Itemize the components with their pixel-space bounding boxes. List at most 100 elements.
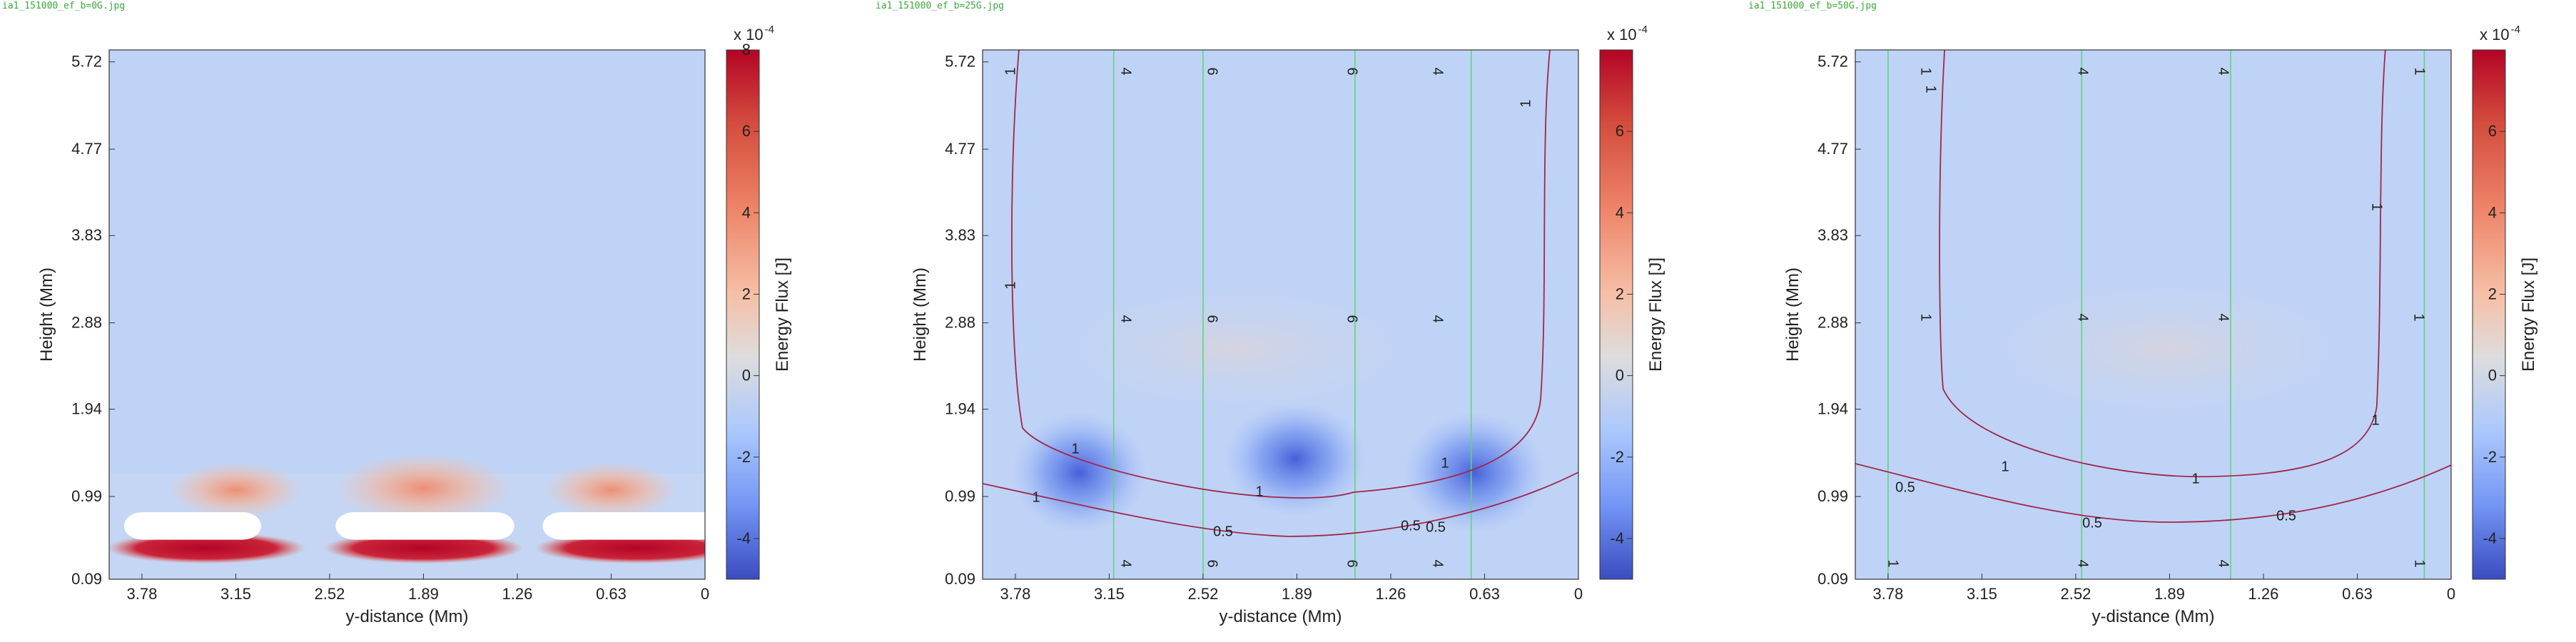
contour-label: 0.5 <box>1213 524 1233 539</box>
positive-lobe-2 <box>334 452 513 524</box>
contour-label: 1 <box>2001 459 2009 474</box>
y-tick-label: 5.72 <box>945 53 975 71</box>
positive-lobe-3 <box>543 462 679 519</box>
colorbar-tick-label: -4 <box>2483 529 2497 547</box>
y-tick-label: 2.88 <box>71 314 102 332</box>
panel-1: ia1_151000_ef_b=0G.jpg 3.78 3.15 2.52 1.89 1.… <box>2 1 792 626</box>
contour-label: 6 <box>1344 559 1360 567</box>
contour-label: 4 <box>2075 67 2091 75</box>
panel-filename: ia1_151000_ef_b=0G.jpg <box>2 1 125 11</box>
contour-label: 1 <box>1918 67 1934 75</box>
contour-level-1 <box>1011 50 1551 499</box>
saturated-region-1 <box>123 511 261 540</box>
contour-label: 0.5 <box>1895 479 1915 495</box>
y-tick-label: 4.77 <box>71 140 102 158</box>
contour-label: 4 <box>1118 559 1134 567</box>
y-tick-label: 5.72 <box>1817 53 1848 71</box>
y-tick-label: 0.99 <box>71 487 102 505</box>
x-tick-label: 2.52 <box>315 585 345 603</box>
y-tick-label: 2.88 <box>945 314 975 332</box>
contour-label: 1 <box>1441 455 1449 471</box>
contour-label: 1 <box>1003 281 1018 289</box>
contour-label: 4 <box>1430 559 1446 567</box>
contour-label: 0.5 <box>2276 508 2296 524</box>
y-tick-label: 1.94 <box>1817 400 1848 418</box>
negative-lobe-right <box>1402 412 1546 534</box>
plot-area <box>983 50 1578 579</box>
contour-label: 4 <box>1118 315 1134 322</box>
x-tick-label: 1.26 <box>2248 585 2279 603</box>
x-axis-label: y-distance (Mm) <box>2091 607 2214 626</box>
plot-frame <box>982 49 1579 580</box>
red-band-3 <box>534 532 705 564</box>
x-tick-label: 1.26 <box>1376 585 1406 603</box>
y-tick-label: 0.99 <box>1817 487 1848 505</box>
contour-label: 1 <box>2412 559 2428 567</box>
y-axis-label: Height (Mm) <box>1783 268 1802 362</box>
saturated-region-2 <box>335 511 514 540</box>
contour-label: 1 <box>2412 67 2428 75</box>
contour-label: 0.5 <box>2082 515 2102 531</box>
colorbar-label: Energy Flux [J] <box>2519 258 2538 372</box>
contour-label: 1 <box>1518 99 1533 107</box>
colorbar-exponent-power: -4 <box>1638 24 1648 36</box>
y-tick-label: 2.88 <box>1817 314 1848 332</box>
contour-label: 1 <box>1003 67 1018 75</box>
x-tick-label: 3.78 <box>127 585 158 603</box>
contour-label: 0.5 <box>1401 518 1421 534</box>
contour-label: 4 <box>2075 313 2091 321</box>
x-tick-label: 2.52 <box>2061 585 2091 603</box>
y-tick-label: 1.94 <box>945 400 975 418</box>
x-tick-label: 0.63 <box>2342 585 2373 603</box>
colorbar-tick-label: 4 <box>2488 203 2497 221</box>
panel-2: ia1_151000_ef_b=25G.jpg 1 1 1 1 1 1 1 0.5 0.5 0.5 4… <box>876 1 1665 626</box>
colorbar-exponent-power: -4 <box>765 24 774 36</box>
x-tick-label: 2.52 <box>1188 585 1219 603</box>
y-tick-label: 0.99 <box>945 487 975 505</box>
y-tick-label: 3.83 <box>945 226 975 244</box>
contour-label: 6 <box>1344 315 1360 322</box>
colorbar-tick-label: 0 <box>742 367 751 384</box>
panel-filename: ia1_151000_ef_b=25G.jpg <box>876 1 1004 11</box>
colorbar-tick-label: -2 <box>2483 448 2497 466</box>
x-tick-label: 3.78 <box>1000 585 1031 603</box>
contour-label: 4 <box>2216 313 2231 321</box>
neutral-haze <box>1932 263 2404 434</box>
contour-label: 1 <box>1885 559 1901 567</box>
plot-area <box>109 452 705 579</box>
colorbar-tick-label: -2 <box>1610 448 1624 466</box>
colorbar <box>1599 49 1633 580</box>
negative-lobe-center <box>1224 402 1367 516</box>
plot-frame <box>108 49 706 580</box>
colorbar-tick-label: 2 <box>1616 285 1624 302</box>
x-tick-label: 1.89 <box>2154 585 2185 603</box>
x-tick-label: 1.89 <box>408 585 439 603</box>
y-tick-label: 0.09 <box>1817 570 1848 588</box>
y-tick-label: 3.83 <box>71 226 102 244</box>
contour-label: 1 <box>1071 441 1079 457</box>
x-tick-label: 0 <box>1574 585 1583 603</box>
plot-area <box>1855 50 2451 579</box>
y-axis-label: Height (Mm) <box>911 268 930 362</box>
y-tick-label: 1.94 <box>71 400 102 418</box>
plot-frame <box>1855 49 2452 580</box>
x-axis-label: y-distance (Mm) <box>345 607 468 626</box>
y-tick-label: 3.83 <box>1817 226 1848 244</box>
y-tick-label: 0.09 <box>71 570 102 588</box>
panel-filename: ia1_151000_ef_b=50G.jpg <box>1748 1 1877 11</box>
x-tick-label: 1.26 <box>502 585 533 603</box>
colorbar-exponent: x 10 <box>2480 26 2510 44</box>
y-tick-label: 0.09 <box>945 570 975 588</box>
contour-label: 6 <box>1205 67 1220 75</box>
contour-label: 4 <box>2216 559 2231 567</box>
colorbar-tick-label: 6 <box>2488 122 2497 140</box>
colorbar-tick-label: 4 <box>742 203 751 221</box>
colorbar-label: Energy Flux [J] <box>1646 258 1665 372</box>
contour-label: 1 <box>2371 412 2379 428</box>
colorbar-tick-label: -4 <box>1610 529 1624 547</box>
contour-label: 4 <box>1430 67 1446 75</box>
colorbar-label: Energy Flux [J] <box>773 258 792 372</box>
colorbar-exponent: x 10 <box>1607 26 1637 44</box>
